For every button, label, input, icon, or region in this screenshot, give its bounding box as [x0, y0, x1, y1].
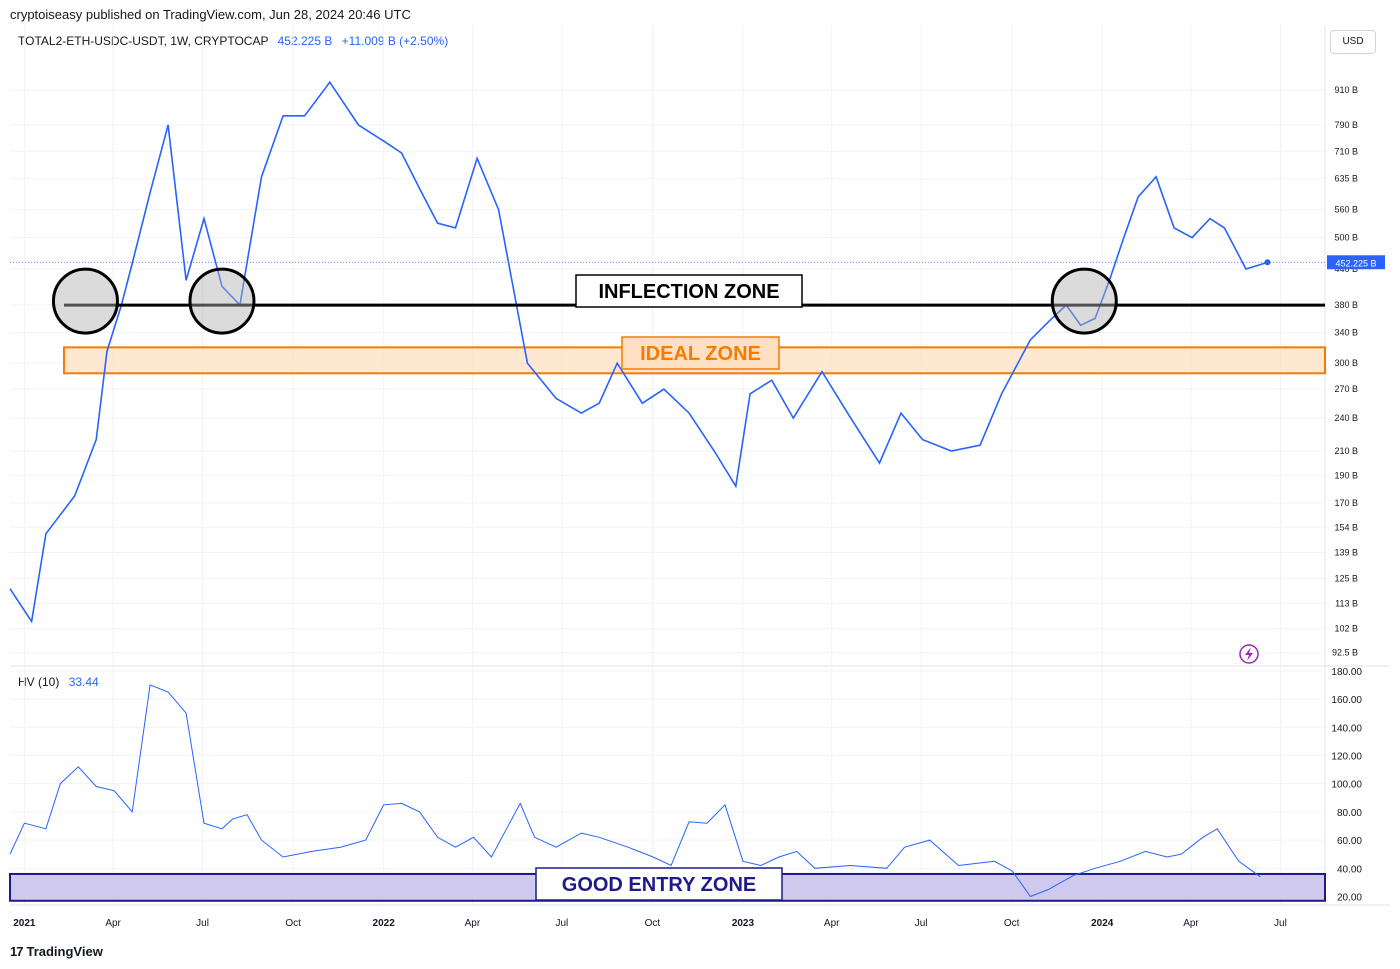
y-tick-label: 270 B [1334, 384, 1358, 394]
hv-tick-label: 80.00 [1337, 808, 1362, 819]
ideal-zone-box [621, 336, 780, 370]
x-tick-label: Apr [465, 918, 481, 929]
y-tick-label: 380 B [1334, 300, 1358, 310]
good-entry-zone-band [9, 872, 1326, 902]
hv-label[interactable]: HV (10) [18, 675, 60, 689]
last-price-label: 452.225 B [1335, 258, 1376, 268]
hv-legend: HV (10) 33.44 [18, 675, 99, 689]
inflection-circle [188, 267, 256, 335]
x-tick-label: 2021 [13, 918, 36, 929]
hv-value: 33.44 [68, 675, 99, 689]
hv-tick-label: 60.00 [1337, 836, 1362, 847]
hv-tick-label: 40.00 [1337, 864, 1362, 875]
x-tick-label: Jul [555, 918, 568, 929]
y-tick-label: 560 B [1334, 205, 1358, 215]
hv-series-line [9, 684, 1261, 898]
ideal-zone-band [63, 346, 1326, 375]
good-entry-zone-label: GOOD ENTRY ZONE [562, 874, 756, 896]
lightning-icon [1239, 644, 1259, 664]
inflection-circle [51, 267, 119, 335]
x-tick-label: Oct [1004, 918, 1020, 929]
y-tick-label: 910 B [1334, 85, 1358, 95]
hv-tick-label: 180.00 [1331, 667, 1362, 678]
y-tick-label: 170 B [1334, 498, 1358, 508]
hv-tick-label: 120.00 [1331, 751, 1362, 762]
last-price-dot [1264, 259, 1271, 266]
hv-tick-label: 100.00 [1331, 780, 1362, 791]
price-change: +11.009 B (+2.50%) [341, 34, 449, 48]
y-tick-label: 340 B [1334, 327, 1358, 337]
y-tick-label: 210 B [1334, 446, 1358, 456]
y-tick-label: 92.5 B [1332, 648, 1358, 658]
y-tick-label: 300 B [1334, 358, 1358, 368]
y-tick-label: 190 B [1334, 471, 1358, 481]
y-tick-label: 790 B [1334, 120, 1358, 130]
y-tick-label: 635 B [1334, 174, 1358, 184]
brand-name: TradingView [26, 944, 103, 959]
inflection-zone-label: INFLECTION ZONE [598, 281, 779, 303]
x-tick-label: 2024 [1091, 918, 1114, 929]
x-tick-label: Apr [824, 918, 840, 929]
price-series-line [9, 80, 1268, 624]
y-tick-label: 113 B [1335, 598, 1358, 608]
symbol-legend: TOTAL2-ETH-USDC-USDT, 1W, CRYPTOCAP 452.… [18, 34, 448, 48]
x-tick-label: 2022 [373, 918, 396, 929]
y-tick-label: 500 B [1334, 233, 1358, 243]
y-tick-label: 710 B [1334, 146, 1358, 156]
y-tick-label: 125 B [1334, 574, 1358, 584]
x-tick-label: Jul [1274, 918, 1287, 929]
ideal-zone-label: IDEAL ZONE [640, 343, 761, 365]
x-tick-label: Oct [285, 918, 301, 929]
y-tick-label: 102 B [1334, 624, 1358, 634]
x-tick-label: Apr [1183, 918, 1199, 929]
price-value: 452.225 B [277, 34, 333, 48]
y-tick-label: 440 B [1334, 264, 1358, 274]
symbol-label[interactable]: TOTAL2-ETH-USDC-USDT, 1W, CRYPTOCAP [18, 34, 269, 48]
hv-tick-label: 140.00 [1331, 723, 1362, 734]
footer-brand: 17 TradingView [10, 944, 103, 959]
y-tick-label: 154 B [1334, 522, 1358, 532]
last-price-tag [1327, 255, 1385, 270]
good-entry-zone-box [535, 867, 783, 901]
x-tick-label: 2023 [732, 918, 755, 929]
tradingview-logo-icon: 17 [10, 944, 24, 959]
x-tick-label: Jul [915, 918, 928, 929]
x-tick-label: Jul [196, 918, 209, 929]
x-tick-label: Apr [105, 918, 121, 929]
hv-tick-label: 20.00 [1337, 893, 1362, 904]
publish-header: cryptoiseasy published on TradingView.co… [10, 7, 411, 22]
hv-tick-label: 160.00 [1331, 695, 1362, 706]
lightning-bolt-icon [1245, 647, 1253, 661]
inflection-circle [1050, 267, 1118, 335]
y-tick-label: 139 B [1334, 548, 1358, 558]
x-tick-label: Oct [645, 918, 661, 929]
inflection-zone-box [575, 274, 803, 308]
y-tick-label: 240 B [1334, 413, 1358, 423]
currency-button[interactable]: USD [1330, 30, 1376, 54]
